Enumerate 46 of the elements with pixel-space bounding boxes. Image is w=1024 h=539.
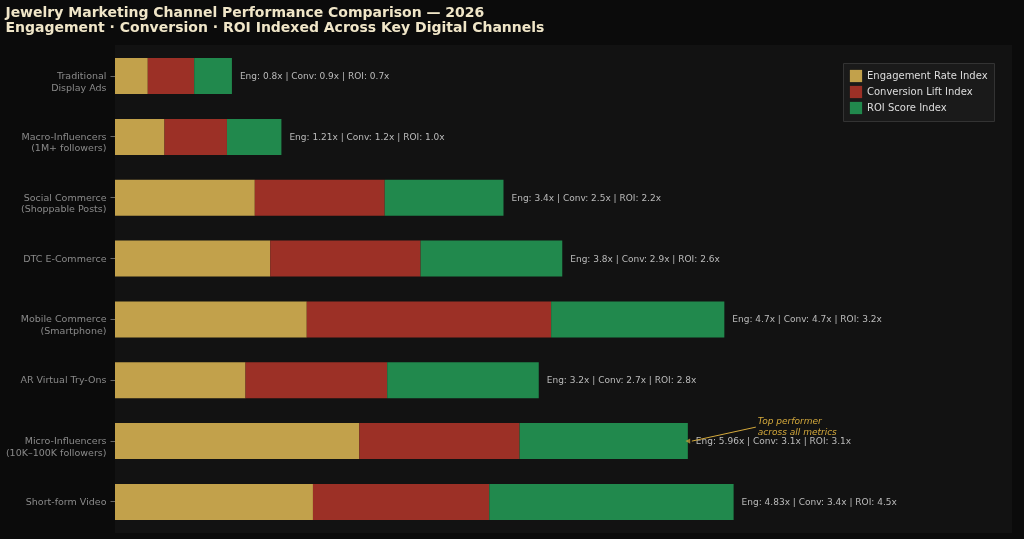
chart-title: Jewelry Marketing Channel Performance Comparison — 2026 bbox=[4, 4, 485, 20]
bar bbox=[312, 483, 490, 520]
annotation: Eng: 3.4x | Conv: 2.5x | ROI: 2.2x bbox=[511, 192, 662, 203]
bar bbox=[254, 179, 385, 216]
annotation: Eng: 0.8x | Conv: 0.9x | ROI: 0.7x bbox=[239, 71, 391, 82]
annotation: Top performer across all metrics bbox=[757, 416, 838, 438]
bar bbox=[164, 118, 227, 155]
bar bbox=[387, 362, 539, 399]
y-tick-label: DTC E-Commerce bbox=[23, 252, 107, 264]
bar bbox=[519, 423, 688, 460]
y-tick-label: AR Virtual Try-Ons bbox=[20, 374, 107, 386]
annotation: Eng: 1.21x | Conv: 1.2x | ROI: 1.0x bbox=[289, 131, 446, 142]
y-tick-label: Traditional Display Ads bbox=[51, 70, 107, 93]
bar bbox=[226, 118, 282, 155]
bar bbox=[115, 483, 313, 520]
legend-label: ROI Score Index bbox=[867, 102, 947, 113]
bar bbox=[115, 362, 246, 399]
bar bbox=[194, 58, 232, 95]
bar bbox=[115, 301, 307, 338]
annotation: Eng: 5.96x | Conv: 3.1x | ROI: 3.1x bbox=[695, 436, 852, 447]
bar bbox=[306, 301, 552, 338]
bar bbox=[551, 301, 725, 338]
bar bbox=[245, 362, 388, 399]
annotation: Eng: 4.83x | Conv: 3.4x | ROI: 4.5x bbox=[741, 496, 898, 507]
bar bbox=[147, 58, 195, 95]
y-tick-label: Macro-Influencers (1M+ followers) bbox=[21, 130, 107, 154]
bar bbox=[359, 423, 520, 460]
legend-label: Engagement Rate Index bbox=[867, 70, 988, 81]
annotation: Eng: 3.8x | Conv: 2.9x | ROI: 2.6x bbox=[570, 253, 721, 264]
y-tick-label: Mobile Commerce (Smartphone) bbox=[20, 313, 107, 336]
bar bbox=[270, 240, 421, 277]
bar bbox=[384, 179, 504, 216]
bar bbox=[115, 179, 255, 216]
chart-subtitle: Engagement · Conversion · ROI Indexed Across Key Digital Channels bbox=[5, 19, 545, 35]
bar bbox=[420, 240, 563, 277]
bar bbox=[115, 118, 165, 155]
y-tick-label: Social Commerce (Shoppable Posts) bbox=[20, 191, 107, 215]
bar bbox=[115, 423, 360, 460]
y-tick-label: Short-form Video bbox=[25, 495, 107, 507]
bar bbox=[115, 58, 148, 95]
bar bbox=[489, 483, 734, 520]
annotation: Eng: 4.7x | Conv: 4.7x | ROI: 3.2x bbox=[732, 314, 883, 325]
legend-label: Conversion Lift Index bbox=[867, 86, 973, 97]
y-tick-label: Micro-Influencers (10K–100K followers) bbox=[5, 435, 107, 458]
annotation: Eng: 3.2x | Conv: 2.7x | ROI: 2.8x bbox=[546, 375, 697, 386]
bar bbox=[115, 240, 271, 277]
